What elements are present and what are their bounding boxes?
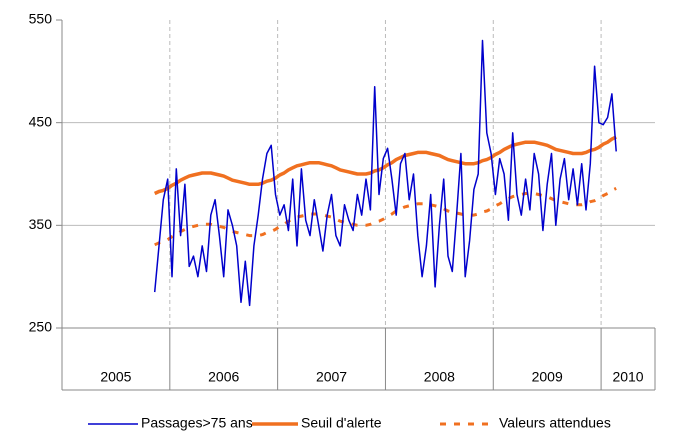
y-tick-label: 550 bbox=[29, 11, 53, 27]
series-line bbox=[154, 187, 617, 247]
legend-label: Valeurs attendues bbox=[499, 415, 611, 431]
y-tick-label: 450 bbox=[29, 113, 53, 129]
legend-label: Seuil d'alerte bbox=[301, 415, 382, 431]
series-line bbox=[153, 135, 617, 196]
year-label: 2009 bbox=[532, 369, 563, 385]
year-label: 2005 bbox=[100, 369, 131, 385]
year-label: 2008 bbox=[424, 369, 455, 385]
series-line bbox=[153, 39, 617, 307]
legend-label: Passages>75 ans bbox=[141, 415, 253, 431]
y-tick-label: 350 bbox=[29, 216, 53, 232]
year-label: 2007 bbox=[316, 369, 347, 385]
y-tick-label: 250 bbox=[29, 319, 53, 335]
year-label: 2006 bbox=[208, 369, 239, 385]
year-label: 2010 bbox=[612, 369, 643, 385]
